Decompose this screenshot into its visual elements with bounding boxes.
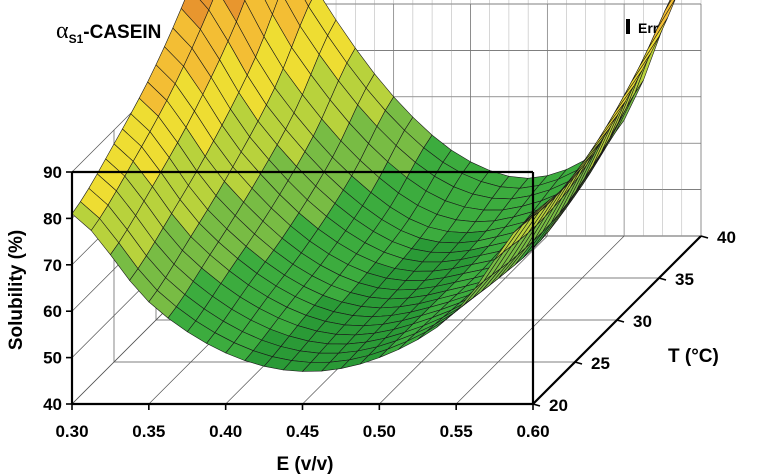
y-tick-label: 30 [633,312,652,331]
y-tick-mark [658,277,667,281]
y-tick-mark [532,403,541,407]
chart-title: αS1-CASEIN [56,18,161,46]
response-surface [71,0,676,372]
surface-cell [513,206,542,233]
tick-labels: 0.30 0.35 0.40 0.45 0.50 0.55 0.60 40 50 60 70 80 90… [43,163,736,441]
y-tick-label: 40 [717,228,736,247]
z-tick-label: 50 [43,349,62,368]
title-suffix: -CASEIN [83,22,161,43]
title-subscript: S1 [69,32,84,46]
x-axis-label: E (v/v) [276,454,333,475]
x-tick-label: 0.50 [363,422,396,441]
legend-error-bar-glyph [626,19,630,34]
y-tick-mark [574,361,583,365]
z-tick-label: 90 [43,163,62,182]
x-tick-label: 0.45 [286,422,319,441]
x-tick-label: 0.40 [209,422,242,441]
y-axis-label: T (°C) [668,346,719,367]
y-tick-label: 25 [591,354,610,373]
x-tick-label: 0.55 [440,422,473,441]
y-tick-label: 20 [549,396,568,415]
legend: Err [626,19,659,36]
x-tick-label: 0.60 [516,422,549,441]
legend-label: Err [638,20,659,36]
z-axis-label: Solubility (%) [6,230,27,350]
y-tick-label: 35 [675,270,694,289]
x-tick-label: 0.35 [132,422,165,441]
x-tick-label: 0.30 [55,422,88,441]
title-alpha: α [56,18,69,44]
z-tick-label: 70 [43,256,62,275]
z-tick-label: 60 [43,302,62,321]
surface-cell [304,0,313,7]
z-tick-label: 40 [43,395,62,414]
z-tick-label: 80 [43,209,62,228]
y-tick-mark [616,319,625,323]
y-tick-mark [700,235,709,239]
